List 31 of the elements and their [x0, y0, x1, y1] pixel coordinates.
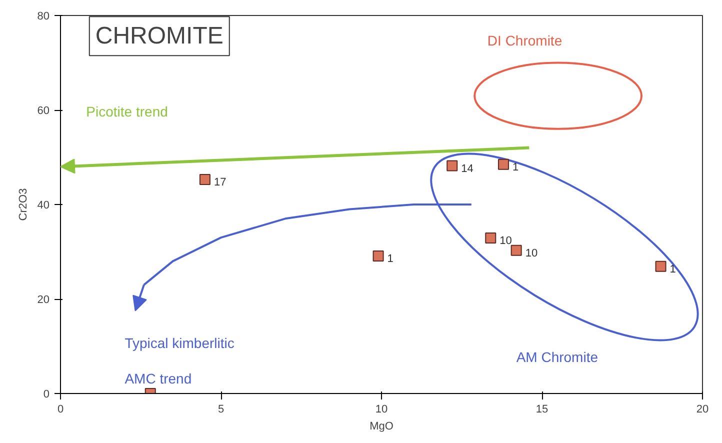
- annotation: 17: [214, 176, 226, 188]
- point: [199, 174, 210, 185]
- y-tick-label: 0: [43, 388, 50, 400]
- point: [510, 244, 522, 256]
- x-tick-label: 5: [218, 404, 224, 416]
- annotation: AM Chromite: [516, 349, 598, 366]
- point: [446, 160, 458, 172]
- x-tick-label: 15: [536, 404, 548, 416]
- text: Typical kimberlitic AMC trend: [124, 334, 234, 386]
- x-tick-label: 20: [696, 404, 709, 416]
- chart-title: CHROMITE: [95, 22, 224, 50]
- annotation: DI Chromite: [487, 32, 562, 49]
- point: [498, 158, 509, 170]
- annotation: 10: [500, 235, 512, 248]
- annotation: 1: [670, 263, 676, 276]
- annotation: 1: [387, 253, 394, 266]
- y-tick-label: 80: [37, 10, 50, 22]
- y-axis-title: Cr2O3: [17, 188, 30, 221]
- point: [485, 232, 496, 244]
- annotation: 10: [525, 247, 538, 260]
- annotation: Picotite trend: [86, 103, 168, 120]
- annotation: 1: [512, 161, 519, 174]
- y-tick-label: 40: [37, 200, 50, 212]
- annotation: 14: [461, 162, 474, 175]
- point: [372, 250, 384, 262]
- x-axis-title: MgO: [370, 420, 394, 432]
- x-tick-label: 10: [375, 404, 388, 416]
- y-tick-label: 20: [37, 294, 50, 306]
- point: [655, 260, 666, 272]
- x-tick-label: 0: [57, 404, 64, 416]
- y-tick-label: 60: [37, 105, 50, 117]
